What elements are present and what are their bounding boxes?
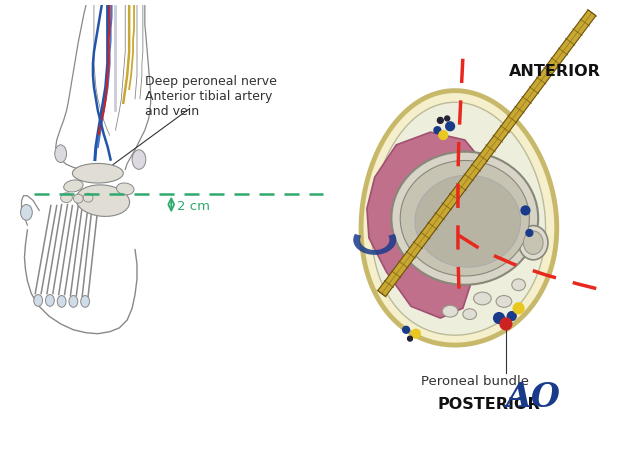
Circle shape (500, 318, 511, 330)
Ellipse shape (83, 193, 93, 202)
Ellipse shape (132, 150, 146, 169)
Ellipse shape (76, 185, 130, 216)
Ellipse shape (73, 163, 123, 183)
Circle shape (402, 326, 409, 333)
Circle shape (521, 206, 530, 215)
Ellipse shape (81, 296, 89, 307)
Ellipse shape (518, 225, 548, 260)
Text: 2 cm: 2 cm (177, 200, 210, 213)
Ellipse shape (64, 180, 83, 192)
Ellipse shape (33, 295, 43, 306)
Ellipse shape (496, 296, 511, 307)
Circle shape (513, 303, 524, 313)
Text: Deep peroneal nerve
Anterior tibial artery
and vein: Deep peroneal nerve Anterior tibial arte… (145, 75, 277, 118)
Circle shape (437, 118, 443, 123)
Circle shape (446, 122, 454, 131)
Ellipse shape (45, 295, 55, 306)
Circle shape (507, 312, 516, 320)
Polygon shape (367, 132, 489, 318)
Ellipse shape (69, 296, 78, 307)
Polygon shape (361, 90, 557, 345)
Ellipse shape (117, 183, 134, 195)
Ellipse shape (73, 194, 83, 203)
Text: ANTERIOR: ANTERIOR (509, 64, 601, 79)
Ellipse shape (523, 231, 543, 254)
Text: POSTERIOR: POSTERIOR (437, 397, 540, 412)
Circle shape (412, 329, 420, 338)
Polygon shape (353, 234, 396, 255)
Circle shape (407, 336, 412, 341)
Ellipse shape (474, 292, 491, 305)
Polygon shape (371, 102, 546, 335)
Ellipse shape (442, 305, 458, 317)
Ellipse shape (61, 193, 73, 202)
Polygon shape (378, 10, 596, 297)
Ellipse shape (391, 152, 538, 285)
Text: AO: AO (506, 381, 561, 414)
Circle shape (439, 131, 448, 140)
Text: Peroneal bundle: Peroneal bundle (421, 375, 529, 387)
Circle shape (445, 116, 449, 121)
Ellipse shape (57, 296, 66, 307)
Ellipse shape (55, 145, 66, 162)
Circle shape (526, 230, 533, 236)
Circle shape (434, 127, 441, 134)
Ellipse shape (20, 205, 32, 220)
Circle shape (494, 313, 505, 324)
Ellipse shape (415, 175, 521, 267)
Ellipse shape (400, 161, 529, 276)
Ellipse shape (512, 279, 526, 291)
Ellipse shape (463, 309, 477, 319)
